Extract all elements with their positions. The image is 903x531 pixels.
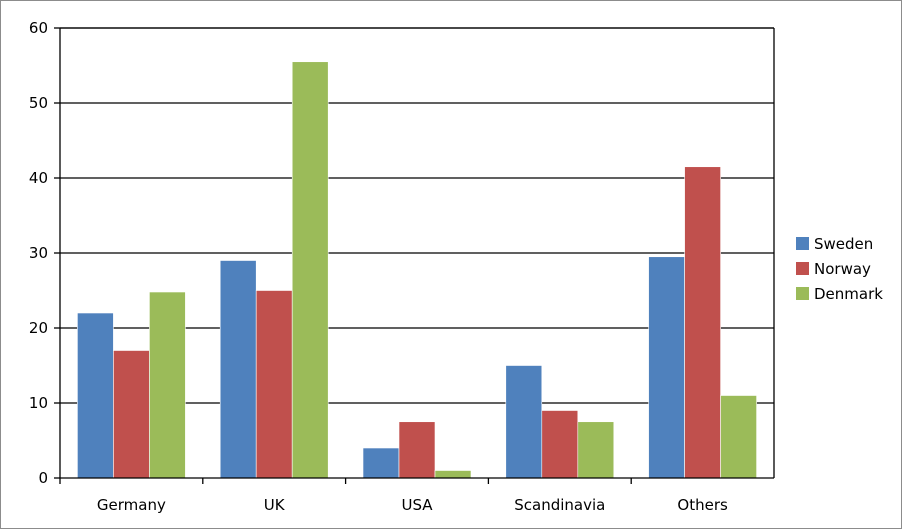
y-tick-label: 20	[29, 319, 48, 337]
legend-label-denmark: Denmark	[814, 285, 883, 303]
x-tick-label: Scandinavia	[514, 496, 605, 514]
bars	[77, 61, 757, 479]
bar-denmark-scandinavia	[577, 421, 615, 479]
bar-denmark-germany	[149, 291, 186, 479]
x-tick-label: Others	[677, 496, 728, 514]
y-axis-ticks: 0 10 20 30 40 50 60	[29, 19, 60, 487]
bar-norway-others	[684, 166, 721, 479]
bar-norway-usa	[398, 421, 436, 479]
bar-denmark-uk	[291, 61, 329, 479]
bar-denmark-others	[720, 395, 757, 479]
y-tick-label: 0	[38, 469, 48, 487]
bar-sweden-usa	[362, 447, 400, 479]
x-tick-label: Germany	[97, 496, 166, 514]
legend-swatch-denmark	[796, 287, 809, 300]
legend-label-norway: Norway	[814, 260, 871, 278]
legend-label-sweden: Sweden	[814, 235, 873, 253]
legend-swatch-sweden	[796, 237, 809, 250]
x-axis-ticks: Germany UK USA Scandinavia Others	[59, 478, 728, 514]
legend: Sweden Norway Denmark	[796, 235, 883, 303]
legend-swatch-norway	[796, 262, 809, 275]
bar-sweden-others	[648, 256, 685, 479]
x-tick-label: USA	[401, 496, 433, 514]
bar-norway-uk	[255, 290, 293, 479]
bar-norway-scandinavia	[541, 410, 579, 479]
bar-sweden-scandinavia	[505, 365, 543, 479]
y-tick-label: 10	[29, 394, 48, 412]
bar-sweden-germany	[77, 312, 114, 479]
bar-denmark-usa	[434, 470, 472, 479]
bar-norway-germany	[113, 350, 150, 479]
y-tick-label: 40	[29, 169, 48, 187]
y-tick-label: 50	[29, 94, 48, 112]
bar-sweden-uk	[219, 260, 257, 479]
y-tick-label: 30	[29, 244, 48, 262]
x-tick-label: UK	[264, 496, 286, 514]
y-tick-label: 60	[29, 19, 48, 37]
